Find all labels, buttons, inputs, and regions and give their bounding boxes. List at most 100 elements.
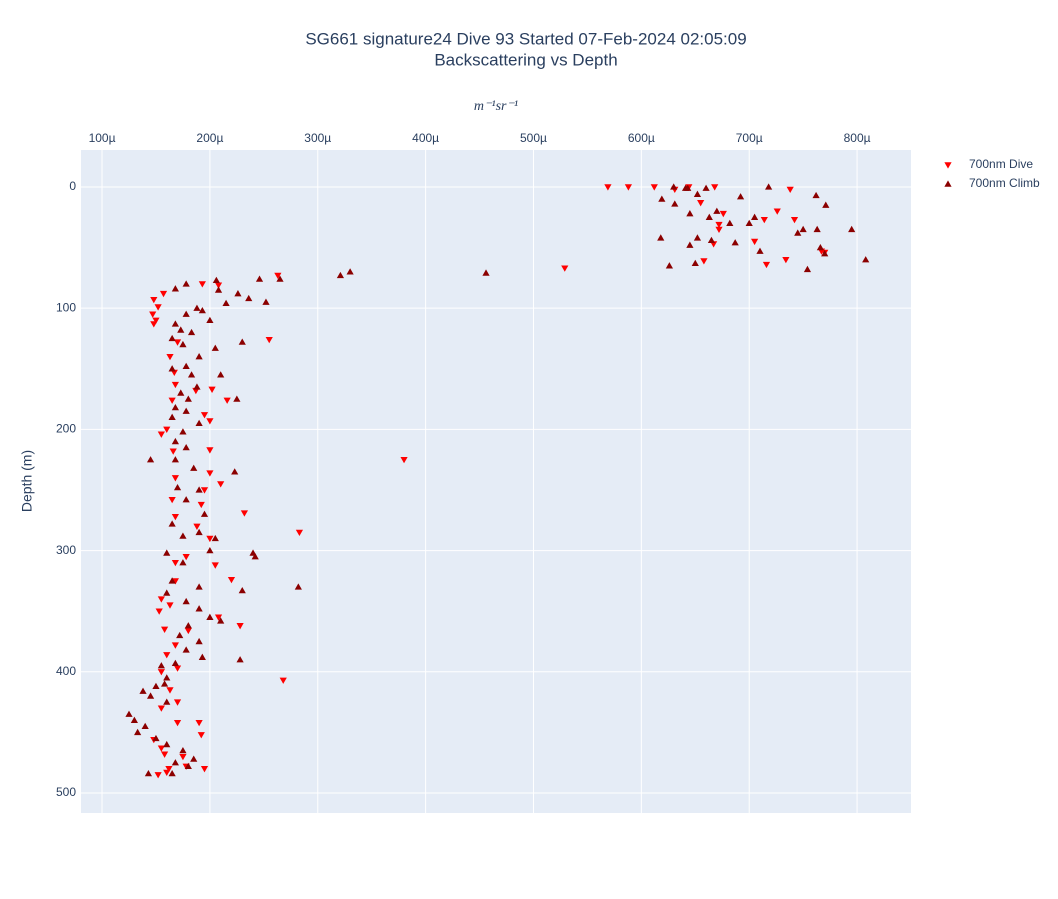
- data-point: [182, 407, 190, 414]
- data-point: [134, 728, 142, 736]
- data-point: [212, 276, 220, 283]
- data-point: [719, 210, 727, 218]
- data-point: [195, 583, 203, 590]
- data-point: [154, 304, 162, 311]
- data-point: [782, 256, 790, 264]
- data-point: [279, 677, 287, 684]
- data-point: [206, 418, 214, 425]
- data-point: [816, 243, 824, 251]
- data-point: [149, 311, 157, 318]
- data-point: [346, 268, 354, 275]
- data-point: [171, 659, 179, 667]
- data-point: [713, 207, 721, 214]
- data-point: [171, 513, 179, 521]
- data-point: [176, 631, 184, 639]
- data-point: [179, 559, 187, 566]
- data-point: [163, 426, 171, 433]
- data-point: [198, 281, 206, 288]
- data-point: [208, 386, 216, 393]
- data-point: [182, 443, 190, 451]
- data-point: [650, 184, 658, 191]
- data-point: [146, 456, 155, 463]
- data-point: [294, 583, 302, 590]
- data-point: [255, 275, 264, 282]
- data-point: [214, 614, 223, 621]
- data-point: [236, 623, 244, 630]
- data-point: [173, 699, 182, 706]
- data-point: [736, 193, 745, 200]
- data-point: [179, 428, 187, 435]
- data-point: [163, 674, 171, 681]
- data-point: [155, 608, 163, 615]
- data-point: [195, 353, 203, 360]
- grid: [81, 150, 911, 813]
- data-point: [238, 338, 246, 345]
- data-point: [171, 403, 179, 411]
- data-point: [166, 602, 174, 609]
- data-point: [765, 183, 773, 190]
- data-point: [171, 381, 179, 389]
- data-point: [179, 532, 187, 539]
- data-point: [693, 190, 702, 197]
- data-point: [193, 304, 201, 311]
- data-point: [697, 200, 705, 207]
- data-point: [182, 496, 190, 503]
- data-point: [200, 510, 209, 517]
- data-point: [711, 184, 719, 191]
- data-point: [400, 456, 408, 464]
- data-point: [168, 334, 176, 342]
- data-point: [604, 184, 612, 191]
- data-point: [157, 705, 165, 712]
- data-point: [154, 772, 162, 779]
- data-point: [182, 646, 190, 653]
- data-point: [171, 437, 179, 445]
- data-point: [214, 282, 223, 289]
- data-point: [705, 213, 713, 220]
- data-point: [171, 560, 179, 567]
- data-point: [200, 412, 209, 419]
- data-point: [173, 339, 182, 346]
- data-point: [217, 371, 225, 378]
- data-point: [165, 766, 173, 773]
- x-tick-label: 200µ: [196, 131, 223, 145]
- data-point: [658, 195, 666, 202]
- data-point: [715, 221, 723, 229]
- data-point: [168, 365, 176, 372]
- x-tick-label: 100µ: [89, 131, 116, 145]
- data-point: [200, 487, 209, 494]
- data-point: [813, 225, 821, 233]
- data-point: [159, 290, 168, 298]
- data-point: [144, 770, 153, 777]
- data-point: [295, 529, 304, 537]
- x-tick-label: 500µ: [520, 131, 547, 145]
- data-point: [184, 762, 192, 770]
- data-point: [171, 456, 179, 463]
- data-point: [141, 722, 149, 730]
- data-point: [173, 483, 182, 491]
- data-point: [179, 753, 187, 761]
- data-point: [799, 225, 807, 233]
- data-point: [130, 716, 138, 723]
- data-point: [794, 229, 802, 236]
- data-point: [222, 299, 230, 307]
- chart-subtitle: Backscattering vs Depth: [434, 50, 617, 69]
- data-point: [750, 238, 759, 246]
- y-tick-label: 200: [56, 422, 76, 436]
- data-point: [182, 362, 190, 370]
- data-point: [262, 298, 270, 305]
- data-point: [125, 710, 133, 717]
- data-point: [198, 653, 206, 660]
- data-point: [702, 184, 710, 191]
- legend-marker: [944, 162, 952, 169]
- data-point: [152, 317, 160, 324]
- data-point: [190, 464, 198, 471]
- data-point: [190, 755, 198, 762]
- data-point: [693, 234, 702, 241]
- data-point: [182, 310, 190, 317]
- data-point: [139, 687, 147, 694]
- data-point: [686, 241, 694, 248]
- data-point: [166, 687, 174, 694]
- data-point: [211, 344, 219, 351]
- data-point: [160, 751, 169, 758]
- data-point: [150, 321, 158, 328]
